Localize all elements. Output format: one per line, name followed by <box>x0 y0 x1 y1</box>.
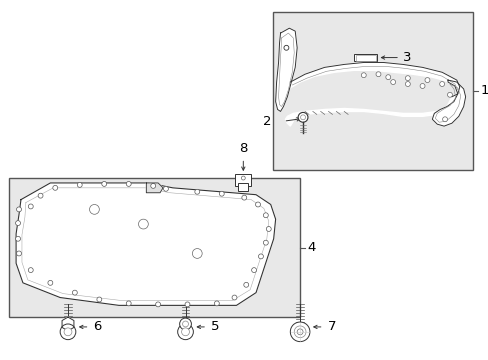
Bar <box>9 178 300 317</box>
Circle shape <box>405 82 409 86</box>
Bar <box>238 183 248 191</box>
Circle shape <box>244 282 248 287</box>
Circle shape <box>266 226 271 231</box>
Polygon shape <box>146 183 163 193</box>
Circle shape <box>163 186 168 191</box>
Circle shape <box>375 72 380 77</box>
Polygon shape <box>62 317 74 331</box>
Circle shape <box>290 322 309 342</box>
Circle shape <box>38 193 43 198</box>
Text: 6: 6 <box>93 320 102 333</box>
Circle shape <box>298 112 307 122</box>
Circle shape <box>28 267 33 273</box>
Polygon shape <box>275 28 297 112</box>
Circle shape <box>181 328 189 336</box>
Text: 3: 3 <box>402 51 410 64</box>
Circle shape <box>28 204 33 209</box>
Circle shape <box>89 204 99 214</box>
Circle shape <box>102 181 106 186</box>
Circle shape <box>126 301 131 306</box>
Circle shape <box>424 78 429 82</box>
Circle shape <box>241 176 245 180</box>
Circle shape <box>17 207 21 212</box>
Circle shape <box>232 295 237 300</box>
Circle shape <box>300 115 305 120</box>
Circle shape <box>263 240 268 245</box>
Text: 8: 8 <box>239 141 247 154</box>
Circle shape <box>155 302 160 307</box>
Circle shape <box>16 221 20 226</box>
Circle shape <box>294 326 305 338</box>
Bar <box>235 174 251 186</box>
Circle shape <box>48 280 53 285</box>
Text: 1: 1 <box>479 84 488 97</box>
Bar <box>355 55 375 60</box>
Polygon shape <box>16 183 275 305</box>
Circle shape <box>284 45 288 50</box>
Circle shape <box>297 329 303 335</box>
Circle shape <box>255 202 260 207</box>
Text: 7: 7 <box>327 320 335 333</box>
Circle shape <box>64 328 72 336</box>
Circle shape <box>97 297 102 302</box>
Circle shape <box>390 80 395 85</box>
Circle shape <box>385 75 390 80</box>
Text: 4: 4 <box>306 241 315 254</box>
Circle shape <box>419 84 424 89</box>
Circle shape <box>251 267 256 273</box>
Circle shape <box>192 248 202 258</box>
Circle shape <box>138 219 148 229</box>
Circle shape <box>242 195 246 200</box>
Circle shape <box>214 301 219 306</box>
Circle shape <box>126 181 131 186</box>
Text: 5: 5 <box>210 320 219 333</box>
Circle shape <box>439 82 444 86</box>
Polygon shape <box>431 80 465 126</box>
Circle shape <box>184 302 189 307</box>
Circle shape <box>442 117 447 122</box>
Circle shape <box>219 191 224 196</box>
Bar <box>353 54 377 62</box>
Circle shape <box>177 324 193 339</box>
Circle shape <box>263 213 268 218</box>
Text: 2: 2 <box>263 115 271 128</box>
Circle shape <box>182 321 188 327</box>
Polygon shape <box>285 63 459 126</box>
Circle shape <box>60 324 76 339</box>
Circle shape <box>150 184 155 188</box>
Circle shape <box>194 189 199 194</box>
Circle shape <box>17 251 21 256</box>
Circle shape <box>16 236 20 241</box>
Circle shape <box>405 76 409 81</box>
Bar <box>272 12 472 170</box>
Circle shape <box>77 183 82 187</box>
Circle shape <box>447 93 451 97</box>
Circle shape <box>179 318 191 330</box>
Circle shape <box>258 254 263 259</box>
Circle shape <box>361 73 366 78</box>
Circle shape <box>72 290 77 295</box>
Circle shape <box>53 185 58 190</box>
